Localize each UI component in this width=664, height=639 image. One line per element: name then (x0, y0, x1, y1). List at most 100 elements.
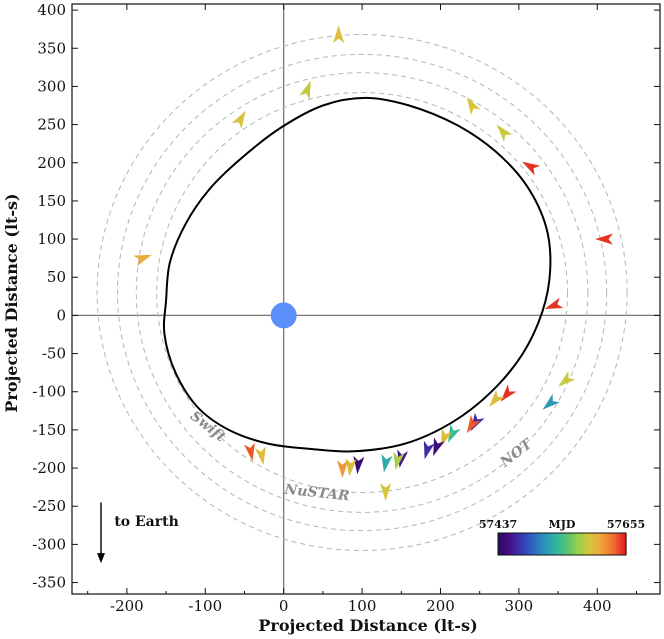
colorbar-segment (520, 533, 523, 555)
earth-label: to Earth (114, 514, 178, 530)
arrow-head (447, 424, 461, 443)
colorbar-segment (536, 533, 539, 555)
observation-arrow (380, 483, 392, 502)
colorbar-segment (596, 533, 599, 555)
arrow-head (542, 393, 560, 410)
arrow-head (488, 389, 505, 408)
colorbar-segment (574, 533, 577, 555)
observation-arrow (500, 384, 517, 402)
colorbar-segment (510, 533, 513, 555)
colorbar-segment (518, 533, 521, 555)
x-axis-title: Projected Distance (lt-s) (258, 616, 477, 635)
colorbar-segment (608, 533, 611, 555)
colorbar-segment (572, 533, 575, 555)
observation-arrows (133, 25, 613, 502)
y-tick-label: 200 (37, 154, 66, 172)
colorbar-border (497, 532, 627, 556)
y-tick-label: -200 (32, 459, 66, 477)
observation-arrow (345, 458, 357, 477)
arrow-head (133, 254, 153, 267)
colorbar-segment (542, 533, 545, 555)
observation-arrow (243, 442, 255, 462)
colorbar-segment (616, 533, 619, 555)
y-tick-label: -300 (32, 535, 66, 553)
dashed-ring-2 (116, 53, 608, 532)
x-tick-label: 400 (583, 597, 612, 615)
observation-arrow (423, 440, 435, 460)
colorbar-segment (558, 533, 561, 555)
colorbar-segment (622, 533, 625, 555)
arrow-head (521, 161, 541, 176)
colorbar-segment (614, 533, 617, 555)
colorbar-segment (534, 533, 537, 555)
colorbar-segment (564, 533, 567, 555)
arrow-head (558, 370, 576, 387)
colorbar-segment (554, 533, 557, 555)
colorbar-segment (624, 533, 627, 555)
observation-arrow (231, 110, 246, 129)
observation-arrow (542, 393, 560, 410)
y-tick-label: -50 (42, 345, 66, 363)
observation-arrow (496, 124, 513, 142)
colorbar-segment (498, 533, 501, 555)
colorbar-segment (598, 533, 601, 555)
y-tick-label: -250 (32, 497, 66, 515)
observation-arrow (336, 460, 349, 479)
colorbar-segment (612, 533, 615, 555)
y-tick-label: 150 (37, 192, 66, 210)
colorbar-segment (620, 533, 623, 555)
colorbar-segment (560, 533, 563, 555)
colorbar-segment (506, 533, 509, 555)
y-tick-label: 0 (56, 306, 66, 324)
colorbar-segment (594, 533, 597, 555)
observation-arrow (381, 454, 393, 473)
arrow-head (380, 483, 392, 502)
observation-arrow (447, 424, 461, 443)
observation-arrow (558, 370, 576, 387)
colorbar-segment (540, 533, 543, 555)
colorbar-segment (552, 533, 555, 555)
arrow-head (254, 446, 266, 465)
arrow-head (544, 297, 564, 309)
colorbar-segment (618, 533, 621, 555)
colorbar-segment (556, 533, 559, 555)
colorbar-segment (610, 533, 613, 555)
colorbar-segment (580, 533, 583, 555)
colorbar-segment (578, 533, 581, 555)
arrow-head (299, 80, 311, 100)
y-tick-label: 300 (37, 77, 66, 95)
colorbar-segment (504, 533, 507, 555)
ring-label-not: NOT (497, 435, 537, 471)
colorbar-min-label: 57437 (479, 518, 517, 531)
colorbar-segment (524, 533, 527, 555)
x-tick-label: 100 (348, 597, 377, 615)
colorbar-segment (512, 533, 515, 555)
observation-arrow (595, 233, 613, 245)
y-axis-title: Projected Distance (lt-s) (2, 193, 21, 412)
colorbar-segment (584, 533, 587, 555)
colorbar-segment (550, 533, 553, 555)
observation-arrow (488, 389, 505, 408)
arrow-head (496, 124, 513, 142)
arrow-head (381, 454, 393, 473)
arrow-head (231, 110, 246, 129)
arrow-head (500, 384, 517, 402)
x-tick-label: 200 (426, 597, 455, 615)
observation-arrow (393, 451, 405, 471)
y-tick-label: 350 (37, 39, 66, 57)
colorbar-segment (532, 533, 535, 555)
dashed-ring-1 (135, 72, 589, 513)
colorbar-segment (568, 533, 571, 555)
x-tick-label: -100 (188, 597, 222, 615)
central-star (270, 302, 297, 329)
colorbar-segment (590, 533, 593, 555)
colorbar-segment (502, 533, 505, 555)
colorbar-segment (562, 533, 565, 555)
colorbar-segment (526, 533, 529, 555)
orbit-path (162, 96, 552, 453)
y-tick-label: 50 (47, 268, 66, 286)
dashed-ring-0 (156, 92, 568, 493)
y-tick-label: 250 (37, 116, 66, 134)
x-tick-label: -200 (110, 597, 144, 615)
